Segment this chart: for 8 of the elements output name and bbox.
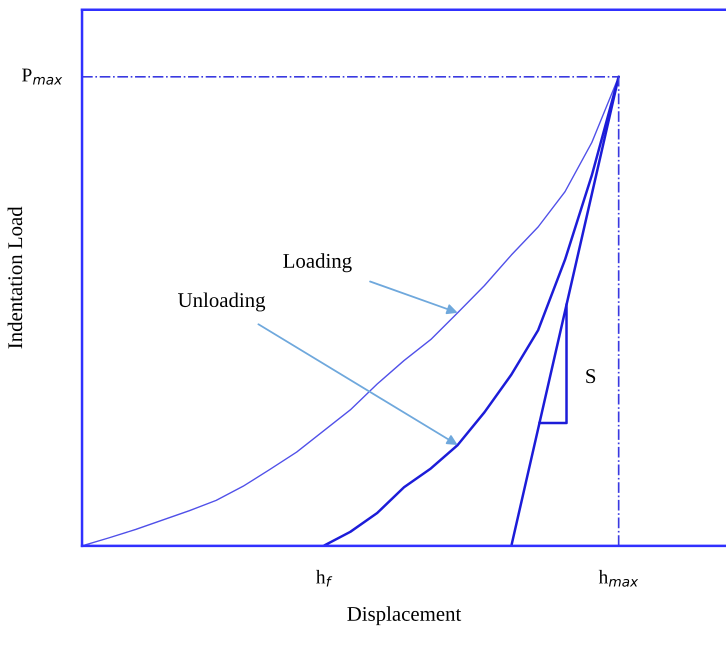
annotation: Unloading [178,292,266,312]
text: h$_{max}$ [598,570,638,587]
annotation: S [586,369,596,384]
annotation: Loading [283,253,352,272]
ref-line-label: P$_{max}$ [22,68,62,85]
y-axis-title: Indentation Load [8,206,22,348]
x-axis-title: Displacement [347,606,462,626]
text: h$_{f}$ [316,570,332,587]
